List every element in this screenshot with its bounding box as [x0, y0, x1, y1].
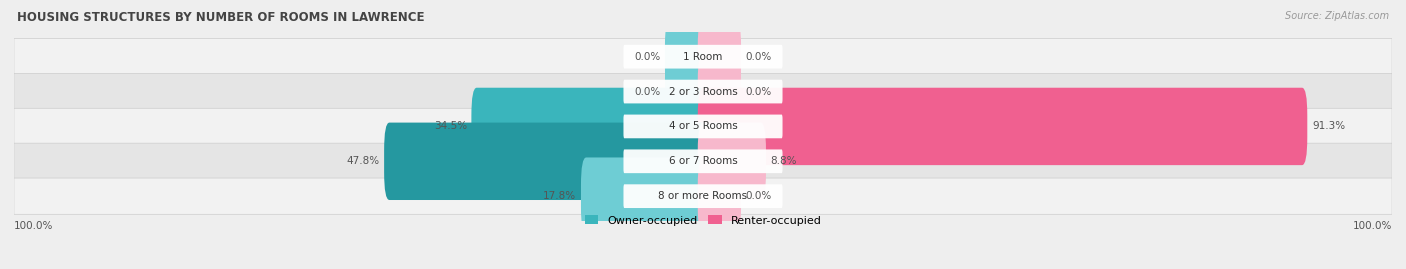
Text: Source: ZipAtlas.com: Source: ZipAtlas.com — [1285, 11, 1389, 21]
Text: 34.5%: 34.5% — [433, 121, 467, 132]
Text: 17.8%: 17.8% — [543, 191, 576, 201]
FancyBboxPatch shape — [623, 80, 783, 103]
FancyBboxPatch shape — [581, 157, 709, 235]
FancyBboxPatch shape — [14, 73, 1392, 110]
FancyBboxPatch shape — [623, 115, 783, 138]
Text: 0.0%: 0.0% — [745, 52, 772, 62]
Text: 0.0%: 0.0% — [634, 52, 661, 62]
Text: 47.8%: 47.8% — [346, 156, 380, 166]
Text: 91.3%: 91.3% — [1312, 121, 1346, 132]
Text: 1 Room: 1 Room — [683, 52, 723, 62]
FancyBboxPatch shape — [697, 123, 766, 200]
Text: 2 or 3 Rooms: 2 or 3 Rooms — [669, 87, 737, 97]
FancyBboxPatch shape — [697, 157, 741, 235]
FancyBboxPatch shape — [384, 123, 709, 200]
FancyBboxPatch shape — [14, 38, 1392, 75]
FancyBboxPatch shape — [623, 184, 783, 208]
FancyBboxPatch shape — [665, 18, 709, 95]
FancyBboxPatch shape — [14, 143, 1392, 179]
FancyBboxPatch shape — [14, 108, 1392, 144]
FancyBboxPatch shape — [14, 178, 1392, 214]
Legend: Owner-occupied, Renter-occupied: Owner-occupied, Renter-occupied — [581, 211, 825, 230]
Text: 8 or more Rooms: 8 or more Rooms — [658, 191, 748, 201]
FancyBboxPatch shape — [623, 150, 783, 173]
Text: 0.0%: 0.0% — [634, 87, 661, 97]
Text: 100.0%: 100.0% — [1353, 221, 1392, 231]
FancyBboxPatch shape — [623, 45, 783, 69]
Text: 100.0%: 100.0% — [14, 221, 53, 231]
Text: HOUSING STRUCTURES BY NUMBER OF ROOMS IN LAWRENCE: HOUSING STRUCTURES BY NUMBER OF ROOMS IN… — [17, 11, 425, 24]
FancyBboxPatch shape — [697, 88, 1308, 165]
Text: 6 or 7 Rooms: 6 or 7 Rooms — [669, 156, 737, 166]
FancyBboxPatch shape — [697, 18, 741, 95]
Text: 0.0%: 0.0% — [745, 191, 772, 201]
FancyBboxPatch shape — [665, 53, 709, 130]
FancyBboxPatch shape — [697, 53, 741, 130]
Text: 4 or 5 Rooms: 4 or 5 Rooms — [669, 121, 737, 132]
FancyBboxPatch shape — [471, 88, 709, 165]
Text: 8.8%: 8.8% — [770, 156, 797, 166]
Text: 0.0%: 0.0% — [745, 87, 772, 97]
